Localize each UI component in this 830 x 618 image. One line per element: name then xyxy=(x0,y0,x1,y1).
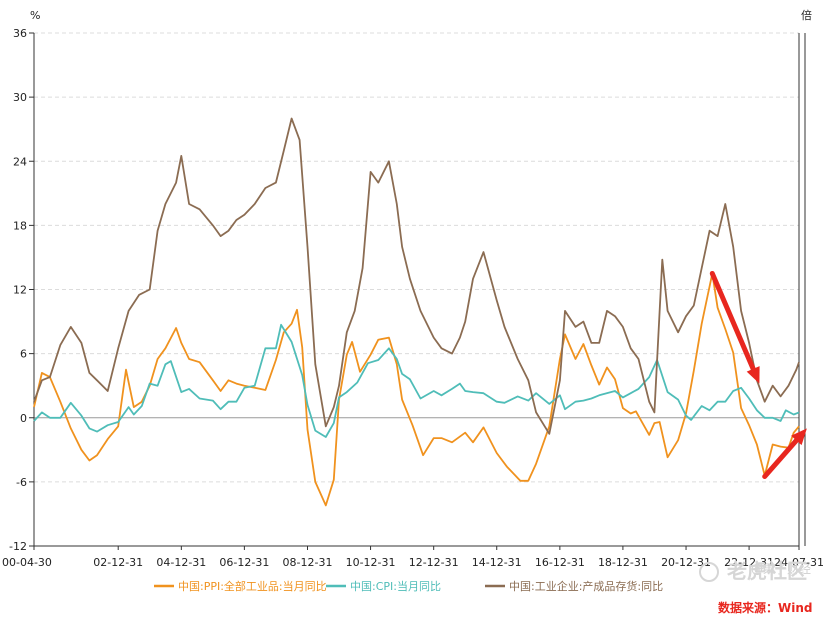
x-tick-label-2: 04-12-31 xyxy=(156,556,206,569)
y-tick-label-1: -6 xyxy=(16,476,27,489)
watermark-logo-icon xyxy=(699,562,719,582)
series-line-2 xyxy=(33,117,800,435)
y-tick-label-4: 12 xyxy=(13,284,27,297)
x-tick-label-1: 02-12-31 xyxy=(93,556,143,569)
series-line-0 xyxy=(33,272,800,507)
y-unit-left: % xyxy=(30,9,40,22)
annotation-arrow-head-1 xyxy=(791,428,807,446)
watermark-handle: @果子财经 xyxy=(751,562,811,576)
gridlines xyxy=(34,32,799,483)
x-tick-label-6: 12-12-31 xyxy=(409,556,459,569)
x-tick-label-11: 22-12-31 xyxy=(724,556,774,569)
x-tick-label-3: 06-12-31 xyxy=(219,556,269,569)
x-tick-label-0: 00-04-30 xyxy=(2,556,52,569)
x-tick-label-7: 14-12-31 xyxy=(472,556,522,569)
series-lines xyxy=(33,117,800,507)
x-tick-label-10: 20-12-31 xyxy=(661,556,711,569)
watermark: @果子财经 老虎社区 xyxy=(699,559,811,583)
x-tick-label-9: 18-12-31 xyxy=(598,556,648,569)
y-tick-label-7: 30 xyxy=(13,91,27,104)
annotation-arrow-shaft-1 xyxy=(762,437,799,480)
y-tick-label-0: -12 xyxy=(9,540,27,553)
y-unit-right: 倍 xyxy=(801,8,812,22)
x-axis-ticks: 00-04-30 02-12-31 04-12-31 06-12-31 08-12-31… xyxy=(2,546,824,569)
y-axis-ticks: -12 -6 0 6 12 18 24 30 36 xyxy=(9,27,34,553)
annotation-arrows xyxy=(709,270,807,480)
x-tick-label-5: 10-12-31 xyxy=(346,556,396,569)
x-tick-label-8: 16-12-31 xyxy=(535,556,585,569)
series-line-1 xyxy=(33,323,800,438)
y-tick-label-3: 6 xyxy=(20,348,27,361)
x-tick-label-12: 24-07-31 xyxy=(774,556,824,569)
y-tick-label-8: 36 xyxy=(13,27,27,40)
x-tick-label-4: 08-12-31 xyxy=(283,556,333,569)
legend: 中国:PPI:全部工业品:当月同比 中国:CPI:当月同比 中国:工业企业:产成品存… xyxy=(154,579,663,593)
legend-label-0: 中国:PPI:全部工业品:当月同比 xyxy=(178,579,327,593)
annotation-arrow-shaft-0 xyxy=(709,270,756,372)
legend-label-1: 中国:CPI:当月同比 xyxy=(350,579,441,593)
data-source-label: 数据来源：Wind xyxy=(718,600,812,615)
annotation-arrow-head-0 xyxy=(746,366,760,384)
watermark-brand: 老虎社区 xyxy=(727,559,807,583)
y-tick-label-6: 24 xyxy=(13,155,27,168)
legend-label-2: 中国:工业企业:产成品存货:同比 xyxy=(509,579,663,593)
y-tick-label-5: 18 xyxy=(13,219,27,232)
y-tick-label-2: 0 xyxy=(20,412,27,425)
